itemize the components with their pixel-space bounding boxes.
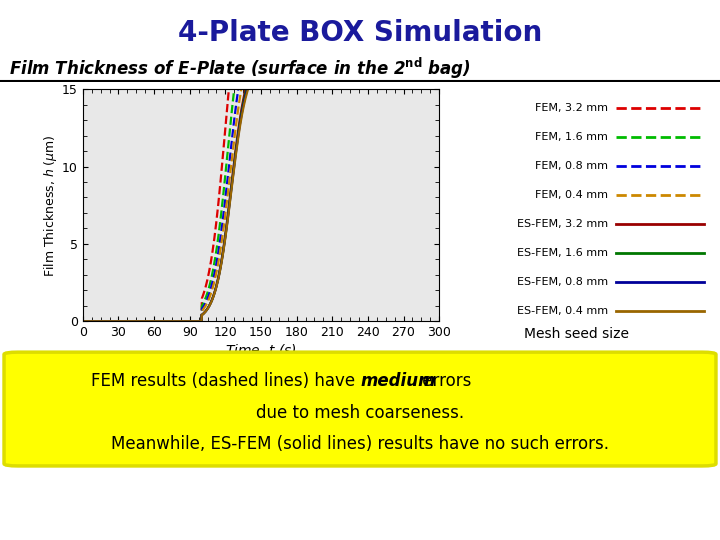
Text: ES-FEM, 0.4 mm: ES-FEM, 0.4 mm (517, 306, 608, 316)
Text: Film Thickness of E-Plate (surface in the 2$^\mathbf{nd}$ bag): Film Thickness of E-Plate (surface in th… (9, 56, 471, 81)
Text: ES-FEM, 1.6 mm: ES-FEM, 1.6 mm (517, 248, 608, 258)
FancyBboxPatch shape (4, 352, 716, 466)
Text: FEM, 1.6 mm: FEM, 1.6 mm (535, 132, 608, 142)
Text: TOKYO TECH: TOKYO TECH (572, 497, 681, 512)
Text: Meanwhile, ES-FEM (solid lines) results have no such errors.: Meanwhile, ES-FEM (solid lines) results … (111, 435, 609, 453)
Text: Mesh seed size: Mesh seed size (523, 327, 629, 341)
Text: ES-FEM, 0.8 mm: ES-FEM, 0.8 mm (517, 277, 608, 287)
Text: errors: errors (417, 372, 471, 390)
Text: FEM results (dashed lines) have: FEM results (dashed lines) have (91, 372, 360, 390)
Text: ICCM2019: ICCM2019 (328, 494, 392, 507)
Text: 4-Plate BOX Simulation: 4-Plate BOX Simulation (178, 19, 542, 47)
Text: P. 25: P. 25 (346, 514, 374, 526)
Text: FEM, 3.2 mm: FEM, 3.2 mm (535, 103, 608, 113)
Text: FEM, 0.4 mm: FEM, 0.4 mm (535, 190, 608, 200)
Text: ES-FEM, 3.2 mm: ES-FEM, 3.2 mm (517, 219, 608, 229)
Text: medium: medium (360, 372, 436, 390)
Text: FEM, 0.8 mm: FEM, 0.8 mm (535, 161, 608, 171)
Text: due to mesh coarseness.: due to mesh coarseness. (256, 403, 464, 422)
Text: 東京工業大学
Tokyo Institute of Technology: 東京工業大学 Tokyo Institute of Technology (28, 495, 159, 514)
X-axis label: Time, $t$ (s): Time, $t$ (s) (225, 342, 297, 359)
Y-axis label: Film Thickness, $h$ ($\mu$m): Film Thickness, $h$ ($\mu$m) (42, 134, 59, 276)
